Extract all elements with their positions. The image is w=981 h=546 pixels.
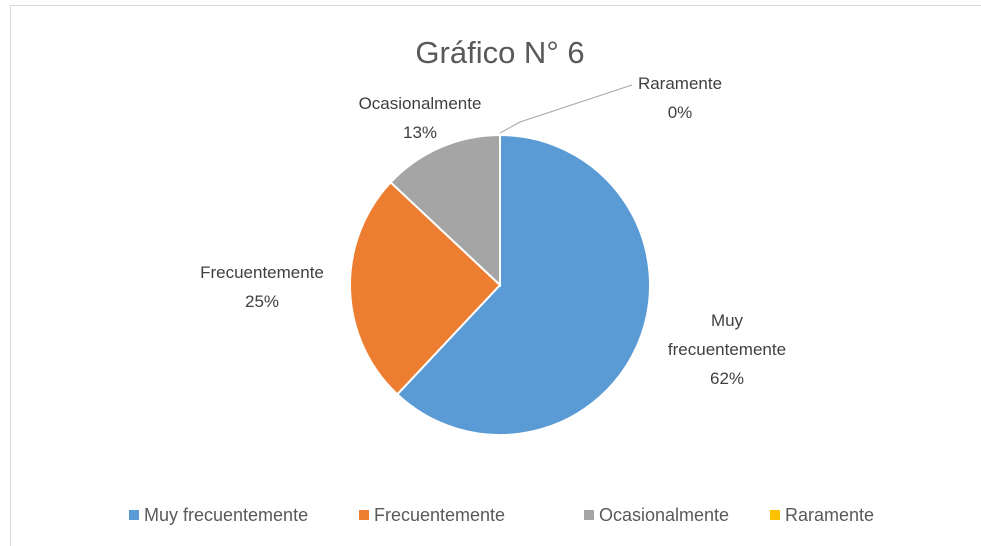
pie-slice	[349, 180, 502, 396]
pie-slice	[395, 133, 651, 436]
legend-label: Frecuentemente	[374, 505, 505, 525]
data-label: Muy frecuentemente 62%	[657, 306, 797, 393]
data-label-value: 25%	[244, 292, 280, 311]
data-label-category: Muy frecuentemente	[667, 311, 787, 359]
legend-swatch	[359, 510, 369, 520]
legend-label: Ocasionalmente	[599, 505, 729, 525]
pie-slice	[389, 133, 501, 288]
data-label-value: 62%	[709, 369, 745, 388]
data-label: Raramente 0%	[605, 69, 755, 127]
legend-swatch	[584, 510, 594, 520]
legend-swatch	[129, 510, 139, 520]
data-label-value: 0%	[667, 103, 693, 122]
data-label-category: Raramente	[637, 74, 723, 93]
data-label: Ocasionalmente 13%	[345, 89, 495, 147]
legend-label: Muy frecuentemente	[144, 505, 308, 525]
chart-title: Gráfico N° 6	[415, 35, 584, 70]
data-label-value: 13%	[402, 123, 438, 142]
data-label-category: Ocasionalmente	[358, 94, 482, 113]
leader-line	[499, 84, 633, 134]
data-label: Frecuentemente 25%	[187, 258, 337, 316]
legend-swatch	[770, 510, 780, 520]
legend-label: Raramente	[785, 505, 874, 525]
data-label-category: Frecuentemente	[200, 263, 324, 282]
